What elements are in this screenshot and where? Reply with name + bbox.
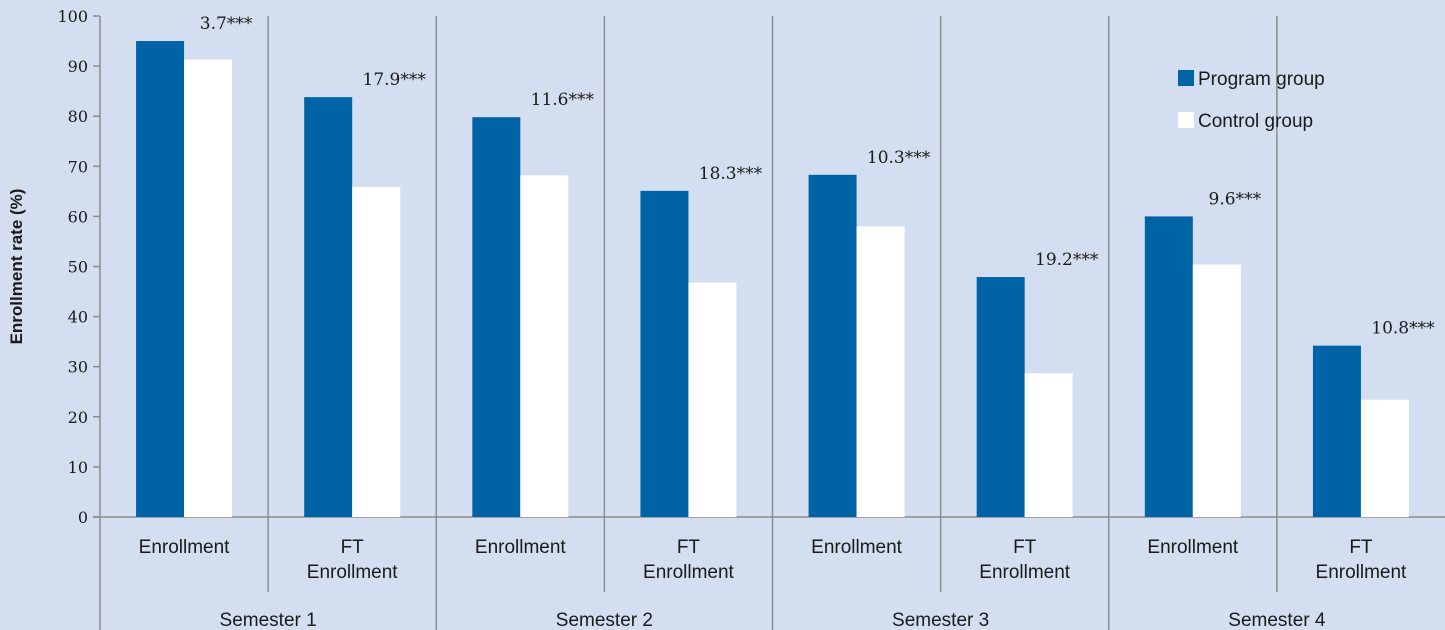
legend: Program group Control group: [1178, 69, 1325, 132]
y-tick-label: 100: [57, 7, 88, 26]
y-tick-label: 60: [68, 207, 88, 226]
y-tick-label: 40: [68, 308, 88, 327]
bars-layer: [136, 41, 1409, 518]
x-category-label: Enrollment: [1316, 562, 1408, 583]
difference-annotation: 10.8***: [1371, 319, 1435, 339]
x-group-label: Semester 1: [220, 610, 317, 630]
bar-program-group: [1312, 345, 1361, 517]
difference-annotation: 9.6***: [1209, 189, 1262, 209]
x-category-label: FT: [1349, 537, 1373, 558]
x-group-label: Semester 4: [1228, 610, 1326, 630]
x-category-label: Enrollment: [139, 537, 231, 558]
x-category-label: FT: [677, 537, 701, 558]
y-tick-label: 30: [68, 358, 88, 377]
labels-layer: Enrollment FT Enrollment Enrollment FT Enroll…: [139, 14, 1435, 630]
difference-annotation: 11.6***: [531, 90, 595, 110]
difference-annotation: 3.7***: [200, 14, 253, 34]
bar-control-group: [184, 59, 233, 517]
x-group-label: Semester 3: [892, 610, 989, 630]
x-category-label: Enrollment: [1147, 537, 1239, 558]
difference-annotation: 10.3***: [867, 148, 931, 168]
y-axis-label: Enrollment rate (%): [7, 189, 26, 345]
y-tick-label: 50: [68, 258, 88, 277]
difference-annotation: 18.3***: [699, 164, 763, 184]
legend-swatch: [1178, 112, 1194, 128]
bar-control-group: [1024, 373, 1073, 517]
x-category-label: Enrollment: [979, 562, 1071, 583]
y-tick-label: 0: [78, 508, 88, 527]
x-category-label: FT: [341, 537, 365, 558]
bar-program-group: [640, 190, 689, 517]
legend-entry-label: Control group: [1198, 111, 1313, 132]
x-category-label: Enrollment: [811, 537, 903, 558]
bar-program-group: [976, 277, 1025, 517]
x-category-label: Enrollment: [307, 562, 399, 583]
bar-program-group: [808, 174, 857, 517]
bar-program-group: [136, 41, 185, 518]
y-tick-label: 80: [68, 107, 88, 126]
bar-control-group: [1192, 264, 1241, 517]
x-category-label: Enrollment: [475, 537, 567, 558]
legend-entry-label: Program group: [1198, 69, 1325, 90]
difference-annotation: 17.9***: [363, 70, 427, 90]
bar-program-group: [1144, 216, 1193, 517]
bar-control-group: [520, 175, 569, 517]
bar-control-group: [1360, 399, 1409, 517]
x-group-label: Semester 2: [556, 610, 653, 630]
bar-control-group: [856, 226, 905, 518]
y-tick-label: 10: [68, 458, 88, 477]
y-tick-label: 70: [68, 157, 88, 176]
bar-program-group: [304, 97, 353, 518]
bar-control-group: [352, 186, 401, 517]
y-tick-label: 20: [68, 408, 88, 427]
x-category-label: Enrollment: [643, 562, 735, 583]
difference-annotation: 19.2***: [1035, 250, 1099, 270]
bar-program-group: [472, 117, 521, 518]
bar-control-group: [688, 282, 737, 517]
y-tick-label: 90: [68, 57, 88, 76]
x-category-label: FT: [1013, 537, 1037, 558]
axes-layer: 0 10 20 30 40 50 60 70 80 90 100 Enrollment rate (%…: [7, 7, 1445, 630]
legend-swatch: [1178, 70, 1194, 86]
